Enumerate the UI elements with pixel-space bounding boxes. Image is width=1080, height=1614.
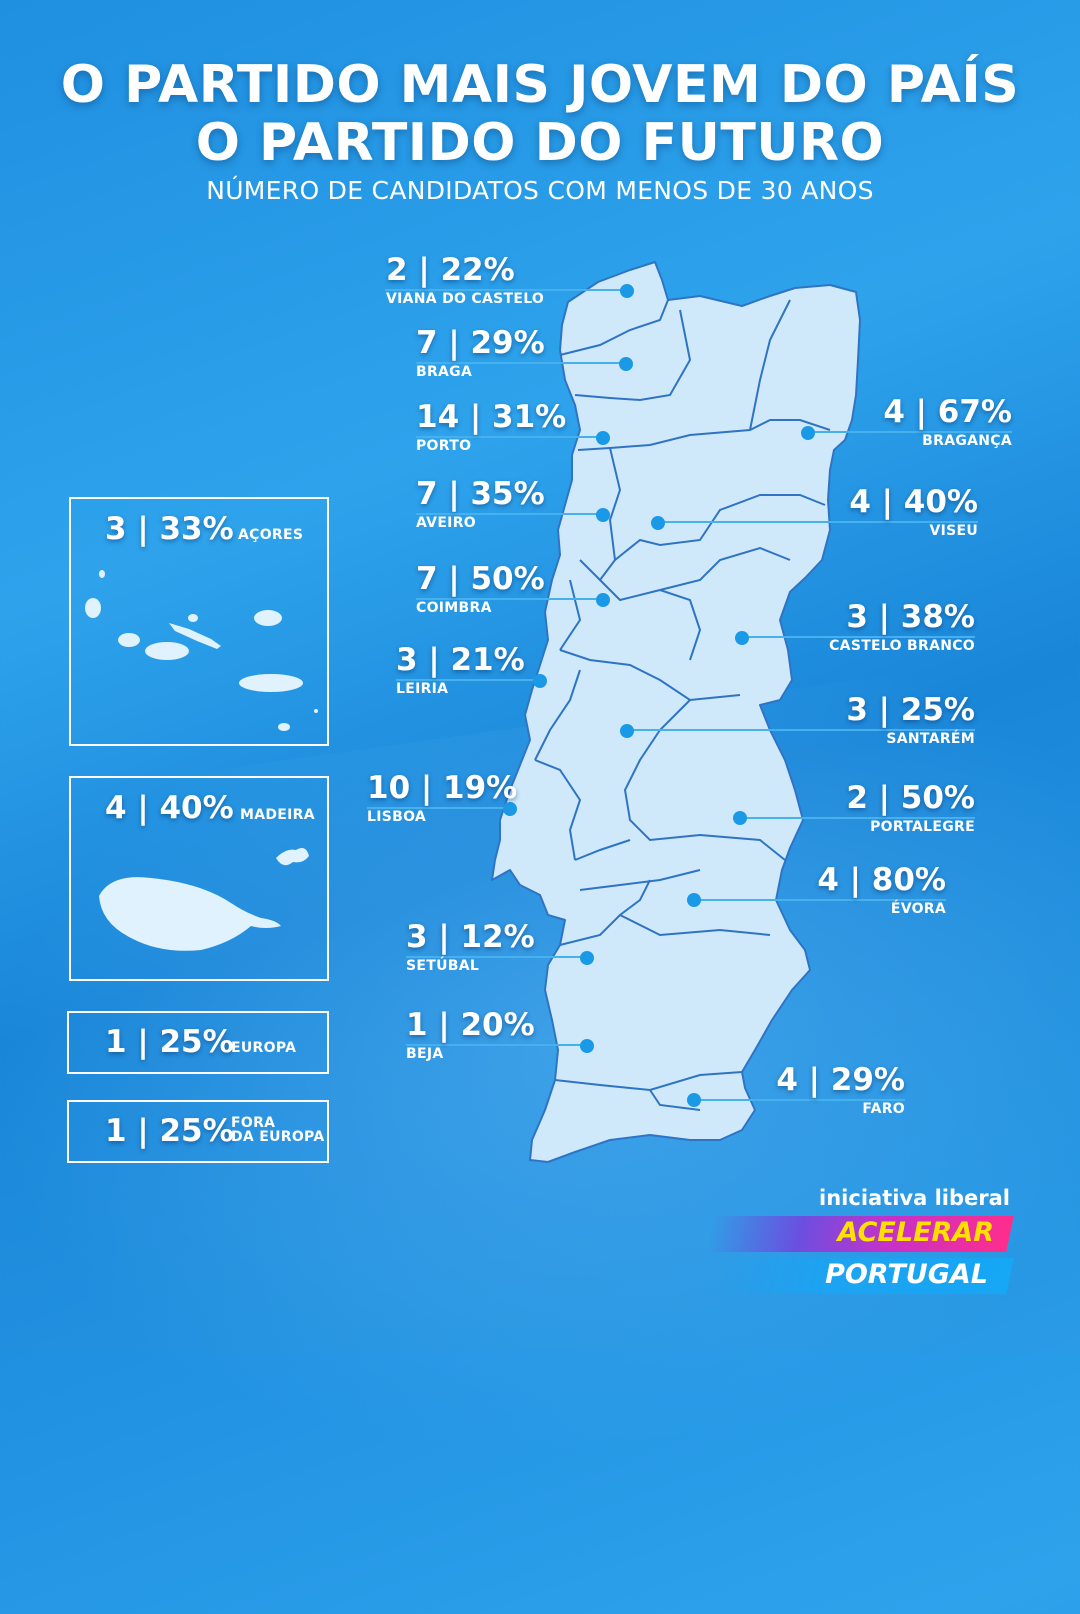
title-line-2: O PARTIDO DO FUTURO xyxy=(195,113,885,173)
brand-block: iniciativa liberal ACELERAR PORTUGAL xyxy=(690,1186,1014,1306)
slogan-line-1: ACELERAR xyxy=(837,1217,994,1248)
district-label-porto: 14 | 31% PORTO xyxy=(416,400,566,454)
fora-name-line2: DA EUROPA xyxy=(231,1129,325,1145)
fora-name-line1: FORA xyxy=(231,1115,276,1131)
district-name: SETÚBAL xyxy=(406,958,480,974)
fora-value: 1 | 25% xyxy=(105,1113,234,1149)
leader-lines xyxy=(367,284,1012,1107)
district-name: SANTARÉM xyxy=(886,731,975,747)
district-label-setubal: 3 | 12% SETÚBAL xyxy=(406,920,535,974)
acores-name: AÇORES xyxy=(238,527,304,543)
madeira-islands xyxy=(99,848,309,951)
district-name: LISBOA xyxy=(367,809,427,825)
district-value: 4 | 67% xyxy=(883,394,1012,430)
district-name: VIANA DO CASTELO xyxy=(386,291,545,307)
europa-name: EUROPA xyxy=(231,1040,297,1056)
district-name: BRAGA xyxy=(416,364,473,380)
district-label-coimbra: 7 | 50% COIMBRA xyxy=(416,562,545,616)
district-value: 4 | 40% xyxy=(849,484,978,520)
district-borders xyxy=(534,299,831,1111)
district-label-castelo-branco: 3 | 38% CASTELO BRANCO xyxy=(829,600,975,654)
acores-box: 3 | 33% AÇORES xyxy=(69,497,329,746)
district-name: PORTALEGRE xyxy=(870,819,975,835)
district-value: 3 | 21% xyxy=(396,642,525,678)
title-line-1: O PARTIDO MAIS JOVEM DO PAÍS xyxy=(60,55,1020,115)
district-label-santarem: 3 | 25% SANTARÉM xyxy=(846,693,975,747)
district-name: PORTO xyxy=(416,438,472,454)
europa-box: 1 | 25% EUROPA xyxy=(67,1011,329,1074)
district-value: 14 | 31% xyxy=(416,399,567,435)
district-label-braga: 7 | 29% BRAGA xyxy=(416,326,545,380)
district-value: 2 | 22% xyxy=(386,252,515,288)
fora-da-europa-box: 1 | 25% FORA DA EUROPA xyxy=(67,1100,329,1163)
district-value: 3 | 25% xyxy=(846,692,975,728)
district-value: 7 | 35% xyxy=(416,476,545,512)
district-label-aveiro: 7 | 35% AVEIRO xyxy=(416,477,545,531)
district-label-beja: 1 | 20% BEJA xyxy=(406,1008,535,1062)
district-value: 4 | 29% xyxy=(776,1062,905,1098)
district-value: 10 | 19% xyxy=(367,770,518,806)
party-logo-text: iniciativa liberal xyxy=(819,1186,1010,1210)
district-label-evora: 4 | 80% ÉVORA xyxy=(817,863,946,917)
district-value: 1 | 20% xyxy=(406,1007,535,1043)
district-label-faro: 4 | 29% FARO xyxy=(776,1063,905,1117)
district-label-viseu: 4 | 40% VISEU xyxy=(849,485,978,539)
district-name: CASTELO BRANCO xyxy=(829,638,975,654)
district-value: 7 | 50% xyxy=(416,561,545,597)
district-label-braganca: 4 | 67% BRAGANÇA xyxy=(883,395,1012,449)
district-label-lisboa: 10 | 19% LISBOA xyxy=(367,771,517,825)
acores-value: 3 | 33% xyxy=(105,511,234,547)
madeira-name: MADEIRA xyxy=(240,807,315,823)
slogan-line-2: PORTUGAL xyxy=(825,1259,988,1290)
district-name: LEIRIA xyxy=(396,681,449,697)
district-label-leiria: 3 | 21% LEIRIA xyxy=(396,643,525,697)
portugal-map xyxy=(491,261,861,1163)
district-label-viana-do-castelo: 2 | 22% VIANA DO CASTELO xyxy=(386,253,544,307)
district-name: VISEU xyxy=(929,523,978,539)
district-name: BEJA xyxy=(406,1046,444,1062)
madeira-box: 4 | 40% MADEIRA xyxy=(69,776,329,981)
subtitle: NÚMERO DE CANDIDATOS COM MENOS DE 30 ANO… xyxy=(206,176,874,205)
district-value: 3 | 38% xyxy=(846,599,975,635)
acores-islands xyxy=(85,570,318,731)
europa-value: 1 | 25% xyxy=(105,1024,234,1060)
district-value: 2 | 50% xyxy=(846,780,975,816)
district-label-portalegre: 2 | 50% PORTALEGRE xyxy=(846,781,975,835)
district-name: BRAGANÇA xyxy=(922,433,1012,449)
district-name: AVEIRO xyxy=(416,515,476,531)
mainland-outline xyxy=(491,261,861,1163)
district-value: 7 | 29% xyxy=(416,325,545,361)
district-name: FARO xyxy=(862,1101,905,1117)
district-value: 4 | 80% xyxy=(817,862,946,898)
district-value: 3 | 12% xyxy=(406,919,535,955)
district-name: ÉVORA xyxy=(890,901,946,917)
district-name: COIMBRA xyxy=(416,600,492,616)
madeira-value: 4 | 40% xyxy=(105,790,234,826)
